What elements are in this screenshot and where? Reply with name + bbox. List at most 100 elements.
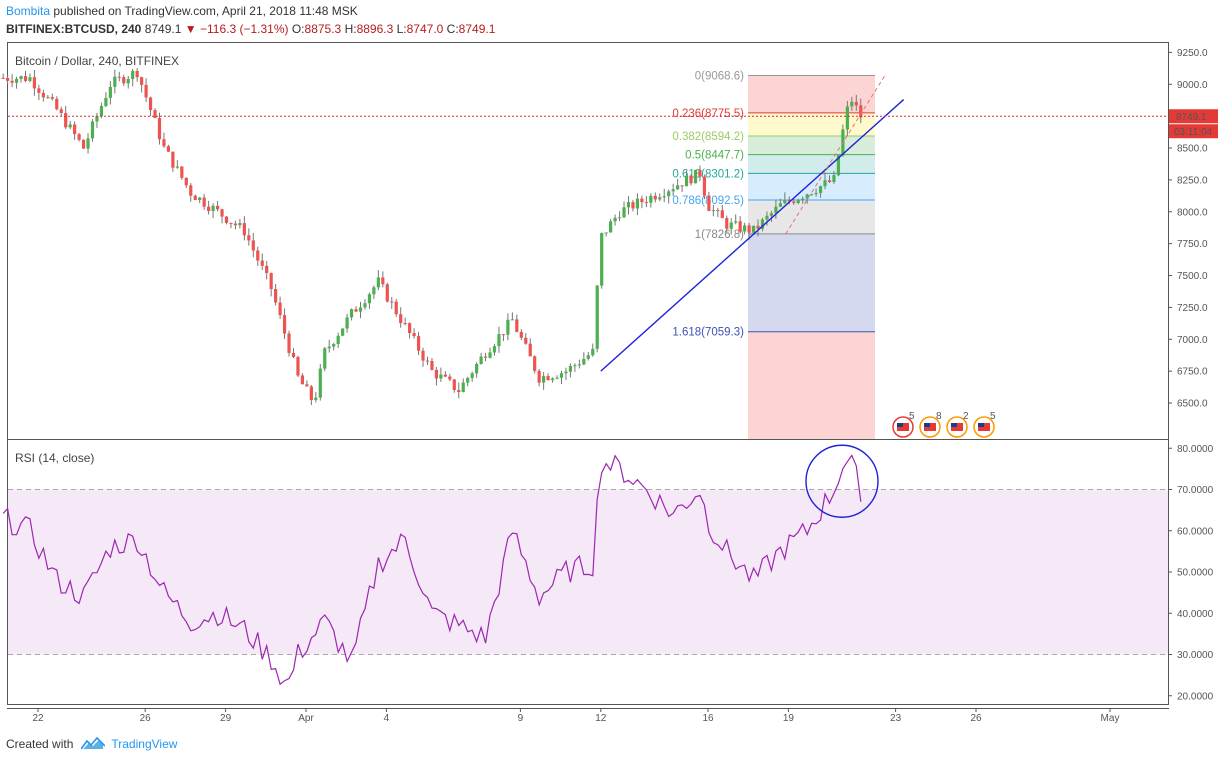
candle — [37, 84, 41, 101]
candle — [765, 211, 769, 226]
event-flag[interactable]: 5 — [892, 411, 915, 438]
candle — [818, 185, 823, 198]
candle — [497, 326, 501, 353]
candle — [631, 199, 635, 212]
candle — [229, 222, 233, 229]
candle-body — [41, 92, 45, 98]
candle-body — [376, 277, 380, 288]
created-with-text: Created with — [6, 737, 74, 751]
candle-body — [515, 319, 519, 332]
candle — [662, 188, 666, 203]
candle-body — [711, 210, 715, 212]
candle-body — [345, 317, 349, 329]
candle — [698, 165, 702, 182]
candle — [233, 220, 238, 230]
candle — [376, 270, 380, 291]
candle — [832, 171, 836, 184]
price-pane-border — [7, 42, 1169, 440]
rsi-tick-label: 70.0000 — [1177, 485, 1214, 496]
candle-body — [247, 235, 251, 241]
tradingview-link[interactable]: TradingView — [81, 737, 177, 751]
candle-body — [582, 358, 586, 365]
candle — [341, 328, 345, 337]
candle-body — [631, 202, 635, 209]
candle — [50, 93, 54, 101]
candle — [448, 373, 452, 382]
candle-body — [358, 307, 363, 312]
candle-body — [32, 77, 37, 89]
candle — [492, 343, 497, 356]
candle-body — [546, 376, 550, 381]
candle — [1, 73, 5, 79]
candle — [693, 169, 698, 184]
candle — [193, 194, 197, 201]
candle-body — [430, 360, 434, 370]
flag-canton — [951, 423, 957, 427]
candle-body — [760, 219, 765, 229]
candle — [434, 367, 439, 386]
candle-body — [506, 319, 510, 335]
price-change: −116.3 (−1.31%) — [199, 22, 289, 36]
event-flag[interactable]: 8 — [919, 411, 942, 438]
candle-body — [832, 175, 836, 182]
candle-body — [300, 375, 305, 385]
candle — [238, 219, 242, 229]
candle-body — [1, 77, 5, 79]
candle-body — [291, 352, 296, 358]
candle-body — [671, 189, 675, 192]
footer: Created with TradingView — [6, 737, 177, 751]
candle-body — [689, 175, 693, 184]
candle — [488, 347, 492, 359]
candle-body — [256, 250, 260, 261]
author-link[interactable]: Bombita — [6, 4, 51, 18]
candle — [783, 192, 787, 205]
candle-body — [443, 374, 447, 377]
candle — [117, 71, 121, 82]
time-tick-label: 22 — [32, 713, 44, 724]
economic-events[interactable]: 5 8 2 5 — [892, 411, 996, 438]
candle — [220, 208, 224, 224]
rsi-tick-label: 80.0000 — [1177, 444, 1214, 455]
candle — [412, 328, 416, 339]
event-flag[interactable]: 5 — [973, 411, 996, 438]
candle-body — [148, 97, 153, 111]
candle-body — [19, 76, 23, 79]
candle-body — [233, 223, 238, 226]
candle — [309, 385, 313, 406]
event-flag[interactable]: 2 — [946, 411, 969, 438]
candle-body — [385, 284, 389, 302]
candle-body — [260, 260, 264, 266]
candle-body — [698, 169, 702, 177]
candle-body — [635, 198, 640, 209]
candle-body — [113, 76, 117, 87]
candle-body — [77, 134, 81, 140]
candle-body — [224, 216, 229, 223]
fib-retracement[interactable]: 0(9068.6) 0.236(8775.5) 0.382(8594.2) 0.5(8… — [672, 71, 875, 439]
candle-body — [425, 360, 430, 362]
candle-body — [510, 319, 514, 321]
candle — [738, 216, 742, 234]
candle — [805, 193, 809, 204]
candle — [122, 74, 126, 87]
candle-body — [609, 221, 613, 233]
candle — [278, 296, 282, 319]
candle — [743, 222, 747, 235]
candle — [626, 196, 631, 215]
candle — [215, 200, 220, 212]
candle-body — [524, 337, 528, 344]
candle-body — [251, 240, 255, 251]
candle-body — [37, 88, 41, 93]
candle — [19, 75, 23, 83]
candle — [140, 76, 144, 93]
candle — [671, 183, 675, 197]
candle — [28, 73, 32, 83]
candle-body — [86, 138, 90, 149]
candle — [859, 98, 863, 123]
candle — [501, 334, 506, 342]
candle — [689, 174, 693, 186]
candle-body — [707, 195, 711, 211]
candle-body — [309, 386, 313, 401]
candle-body — [166, 146, 171, 152]
candle-body — [684, 175, 689, 187]
